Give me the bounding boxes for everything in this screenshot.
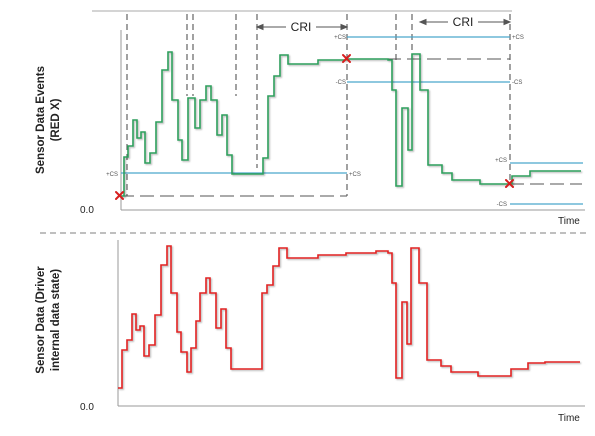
event-marker-icon [505, 179, 514, 188]
top-zero-label: 0.0 [80, 205, 94, 216]
cs-band-lines [121, 36, 583, 205]
top-y-label-line1: Sensor Data Events [35, 66, 47, 174]
cri-label-2: CRI [453, 15, 474, 29]
bottom-zero-label: 0.0 [80, 402, 94, 413]
bottom-y-label-line2: internal data state) [50, 269, 62, 371]
cs-label: +CS [512, 35, 524, 41]
cs-label: +CS [349, 172, 361, 178]
bottom-time-label: Time [558, 413, 580, 424]
cs-label: -CS [336, 80, 346, 86]
top-panel: CRI CRI +CS +CS +CS +CS -CS -CS +CS -CS [35, 13, 585, 227]
cri-label-1: CRI [291, 20, 312, 34]
bottom-y-label-line1: Sensor Data (Driver [35, 266, 47, 374]
event-data-trace [120, 51, 581, 197]
cs-label: +CS [334, 35, 346, 41]
cri-label-1-bg [286, 18, 316, 34]
dashed-guides [126, 14, 511, 196]
driver-state-trace [118, 245, 580, 389]
bottom-panel: Sensor Data (Driver internal data state)… [35, 240, 585, 424]
top-y-label-line2: (RED X) [50, 98, 62, 141]
cs-label: -CS [497, 202, 507, 208]
event-marker-icon [342, 54, 351, 63]
top-time-label: Time [558, 216, 580, 227]
cs-band-labels: +CS +CS +CS +CS -CS -CS +CS -CS [106, 35, 524, 208]
cs-label: +CS [106, 172, 118, 178]
event-marker-icon [115, 191, 124, 200]
cs-label: +CS [495, 158, 507, 164]
cs-label: -CS [512, 80, 522, 86]
cri-label-2-bg [448, 13, 478, 29]
